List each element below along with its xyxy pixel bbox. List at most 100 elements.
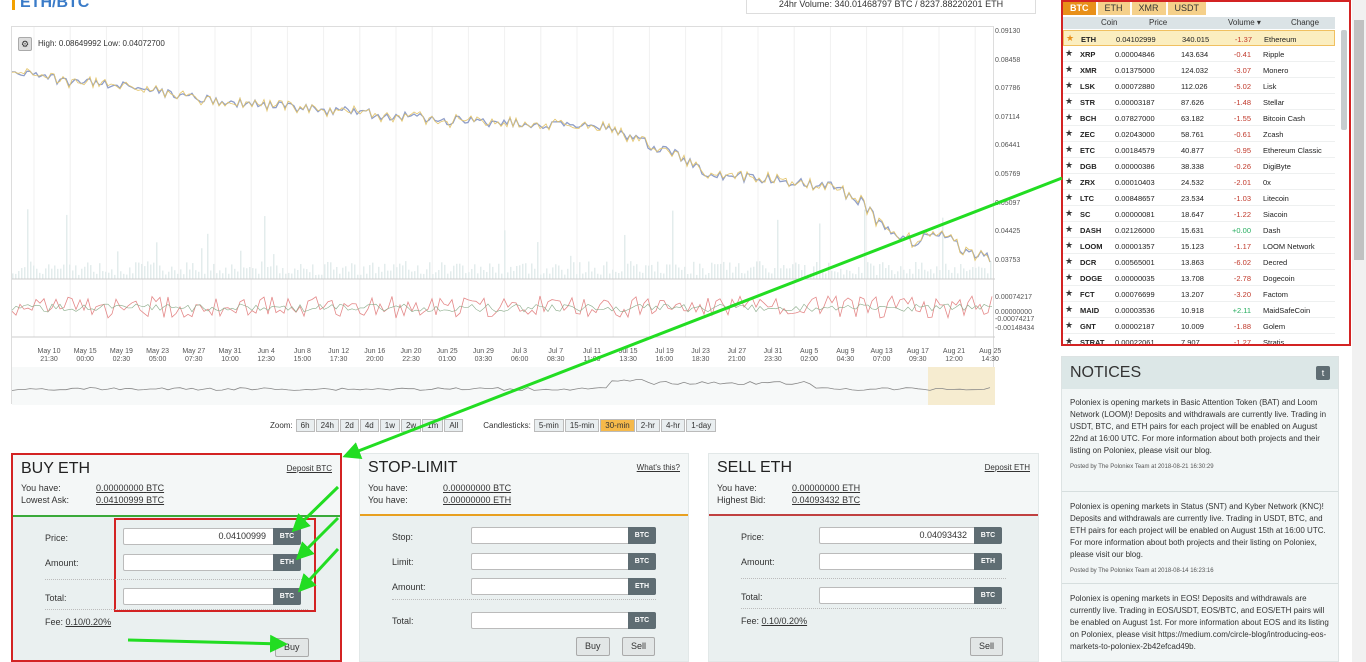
candle-4-hr-button[interactable]: 4-hr bbox=[660, 418, 686, 432]
market-row[interactable]: ★ XRP 0.00004846 143.634 -0.41 Ripple bbox=[1063, 46, 1335, 62]
buy-price-input[interactable]: 0.04100999 BTC bbox=[123, 528, 301, 545]
sell-price-input[interactable]: 0.04093432 BTC bbox=[819, 527, 1002, 544]
star-icon[interactable]: ★ bbox=[1065, 48, 1074, 58]
star-icon[interactable]: ★ bbox=[1065, 272, 1074, 282]
volume-bar bbox=[210, 270, 212, 279]
market-scrollbar[interactable] bbox=[1341, 30, 1347, 130]
scroll-thumb[interactable] bbox=[1354, 20, 1364, 260]
star-icon[interactable]: ★ bbox=[1065, 144, 1074, 154]
value[interactable]: 0.00000000 BTC bbox=[443, 483, 511, 493]
zoom-2w-button[interactable]: 2w bbox=[400, 418, 422, 432]
market-row[interactable]: ★ DCR 0.00565001 13.863 -6.02 Decred bbox=[1063, 254, 1335, 270]
col-coin[interactable]: Coin bbox=[1101, 18, 1118, 27]
deposit-eth-link[interactable]: Deposit ETH bbox=[984, 463, 1030, 472]
volume-bar bbox=[930, 269, 932, 279]
star-icon[interactable]: ★ bbox=[1066, 33, 1075, 43]
market-row[interactable]: ★ GNT 0.00002187 10.009 -1.88 Golem bbox=[1063, 318, 1335, 334]
zoom-1m-button[interactable]: 1m bbox=[422, 418, 444, 432]
star-icon[interactable]: ★ bbox=[1065, 128, 1074, 138]
market-row[interactable]: ★ MAID 0.00003536 10.918 +2.11 MaidSafeCoin bbox=[1063, 302, 1335, 318]
market-row[interactable]: ★ STR 0.00003187 87.626 -1.48 Stellar bbox=[1063, 94, 1335, 110]
candle-1-day-button[interactable]: 1-day bbox=[686, 418, 717, 432]
star-icon[interactable]: ★ bbox=[1065, 240, 1074, 250]
star-icon[interactable]: ★ bbox=[1065, 336, 1074, 346]
value[interactable]: 0.04093432 BTC bbox=[792, 495, 860, 505]
candle-5-min-button[interactable]: 5-min bbox=[533, 418, 564, 432]
market-tab-xmr[interactable]: XMR bbox=[1131, 2, 1166, 15]
sell-total-input[interactable]: BTC bbox=[819, 587, 1002, 604]
coin-symbol: DOGE bbox=[1080, 274, 1103, 283]
market-row[interactable]: ★ ZEC 0.02043000 58.761 -0.61 Zcash bbox=[1063, 126, 1335, 142]
zoom-24h-button[interactable]: 24h bbox=[315, 418, 339, 432]
zoom-4d-button[interactable]: 4d bbox=[359, 418, 379, 432]
market-row[interactable]: ★ DGB 0.00000386 38.338 -0.26 DigiByte bbox=[1063, 158, 1335, 174]
market-row[interactable]: ★ DOGE 0.00000035 13.708 -2.78 Dogecoin bbox=[1063, 270, 1335, 286]
market-row[interactable]: ★ BCH 0.07827000 63.182 -1.55 Bitcoin Cash bbox=[1063, 110, 1335, 126]
col-volume[interactable]: Volume ▾ bbox=[1228, 18, 1261, 27]
star-icon[interactable]: ★ bbox=[1065, 192, 1074, 202]
zoom-2d-button[interactable]: 2d bbox=[339, 418, 359, 432]
value[interactable]: 0.00000000 ETH bbox=[792, 483, 860, 493]
market-row[interactable]: ★ ETH 0.04102999 340.015 -1.37 Ethereum bbox=[1063, 30, 1335, 46]
stop-sell-button[interactable]: Sell bbox=[622, 637, 656, 656]
star-icon[interactable]: ★ bbox=[1065, 80, 1074, 90]
time: 12:30 bbox=[257, 356, 275, 363]
market-tab-btc[interactable]: BTC bbox=[1063, 2, 1096, 15]
fee-link[interactable]: 0.10/0.20% bbox=[65, 617, 112, 627]
star-icon[interactable]: ★ bbox=[1065, 208, 1074, 218]
star-icon[interactable]: ★ bbox=[1065, 288, 1074, 298]
sell-button[interactable]: Sell bbox=[970, 637, 1004, 656]
star-icon[interactable]: ★ bbox=[1065, 64, 1074, 74]
market-row[interactable]: ★ FCT 0.00076699 13.207 -3.20 Factom bbox=[1063, 286, 1335, 302]
zoom-1w-button[interactable]: 1w bbox=[379, 418, 400, 432]
market-tab-eth[interactable]: ETH bbox=[1097, 2, 1130, 15]
coin-name: Ethereum Classic bbox=[1263, 146, 1322, 155]
star-icon[interactable]: ★ bbox=[1065, 160, 1074, 170]
market-row[interactable]: ★ XMR 0.01375000 124.032 -3.07 Monero bbox=[1063, 62, 1335, 78]
stop-total-input[interactable]: BTC bbox=[471, 612, 656, 629]
value[interactable]: 0.00000000 ETH bbox=[443, 495, 511, 505]
market-row[interactable]: ★ SC 0.00000081 18.647 -1.22 Siacoin bbox=[1063, 206, 1335, 222]
value[interactable]: 0.04100999 BTC bbox=[96, 495, 164, 505]
col-change[interactable]: Change bbox=[1291, 18, 1320, 27]
market-row[interactable]: ★ ZRX 0.00010403 24.532 -2.01 0x bbox=[1063, 174, 1335, 190]
limit-input[interactable]: BTC bbox=[471, 553, 656, 570]
stop-buy-button[interactable]: Buy bbox=[576, 637, 610, 656]
twitter-icon[interactable]: t bbox=[1316, 366, 1330, 380]
candle-30-min-button[interactable]: 30-min bbox=[600, 418, 635, 432]
market-row[interactable]: ★ LOOM 0.00001357 15.123 -1.17 LOOM Network bbox=[1063, 238, 1335, 254]
market-row[interactable]: ★ LTC 0.00848657 23.534 -1.03 Litecoin bbox=[1063, 190, 1335, 206]
sell-amount-input[interactable]: ETH bbox=[819, 553, 1002, 570]
stop-input[interactable]: BTC bbox=[471, 527, 656, 544]
candle-15-min-button[interactable]: 15-min bbox=[564, 418, 600, 432]
star-icon[interactable]: ★ bbox=[1065, 304, 1074, 314]
market-tab-usdt[interactable]: USDT bbox=[1167, 2, 1206, 15]
star-icon[interactable]: ★ bbox=[1065, 112, 1074, 122]
col-price[interactable]: Price bbox=[1149, 18, 1168, 27]
market-row[interactable]: ★ STRAT 0.00022061 7.907 -1.27 Stratis bbox=[1063, 334, 1335, 346]
star-icon[interactable]: ★ bbox=[1065, 224, 1074, 234]
buy-total-input[interactable]: BTC bbox=[123, 588, 301, 605]
buy-button[interactable]: Buy bbox=[275, 638, 309, 657]
zoom-All-button[interactable]: All bbox=[444, 418, 464, 432]
market-row[interactable]: ★ LSK 0.00072880 112.026 -5.02 Lisk bbox=[1063, 78, 1335, 94]
whats-this-link[interactable]: What's this? bbox=[636, 463, 680, 472]
volume-bar bbox=[414, 271, 416, 279]
gear-icon[interactable]: ⚙ bbox=[18, 36, 32, 51]
page-scrollbar[interactable] bbox=[1352, 0, 1366, 662]
deposit-btc-link[interactable]: Deposit BTC bbox=[286, 464, 332, 473]
navigator-window[interactable] bbox=[928, 367, 995, 405]
market-row[interactable]: ★ ETC 0.00184579 40.877 -0.95 Ethereum Classi… bbox=[1063, 142, 1335, 158]
buy-amount-input[interactable]: ETH bbox=[123, 554, 301, 571]
star-icon[interactable]: ★ bbox=[1065, 96, 1074, 106]
stop-amount-input[interactable]: ETH bbox=[471, 578, 656, 595]
volume-bar bbox=[813, 266, 815, 279]
star-icon[interactable]: ★ bbox=[1065, 320, 1074, 330]
value[interactable]: 0.00000000 BTC bbox=[96, 483, 164, 493]
market-row[interactable]: ★ DASH 0.02126000 15.631 +0.00 Dash bbox=[1063, 222, 1335, 238]
zoom-6h-button[interactable]: 6h bbox=[295, 418, 315, 432]
fee-link[interactable]: 0.10/0.20% bbox=[761, 616, 808, 626]
star-icon[interactable]: ★ bbox=[1065, 176, 1074, 186]
candle-2-hr-button[interactable]: 2-hr bbox=[635, 418, 660, 432]
star-icon[interactable]: ★ bbox=[1065, 256, 1074, 266]
